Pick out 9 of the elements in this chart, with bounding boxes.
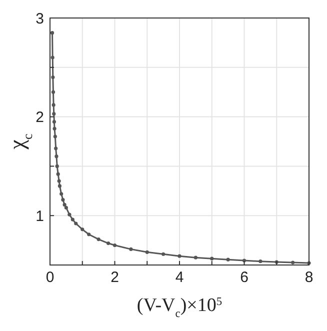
y-tick-label: 3 [36, 10, 44, 28]
x-tick-label: 8 [304, 269, 314, 286]
y-tick-label: 1 [36, 208, 44, 225]
x-tick-label: 0 [46, 269, 54, 286]
x-axis-title: (V-V$_{c}$)×10$^{5}$ [136, 295, 222, 320]
x-tick-label: 6 [240, 269, 248, 286]
x-tick-label: 4 [175, 269, 184, 286]
x-tick-label: 2 [110, 269, 119, 286]
y-tick-label: 2 [36, 109, 44, 126]
